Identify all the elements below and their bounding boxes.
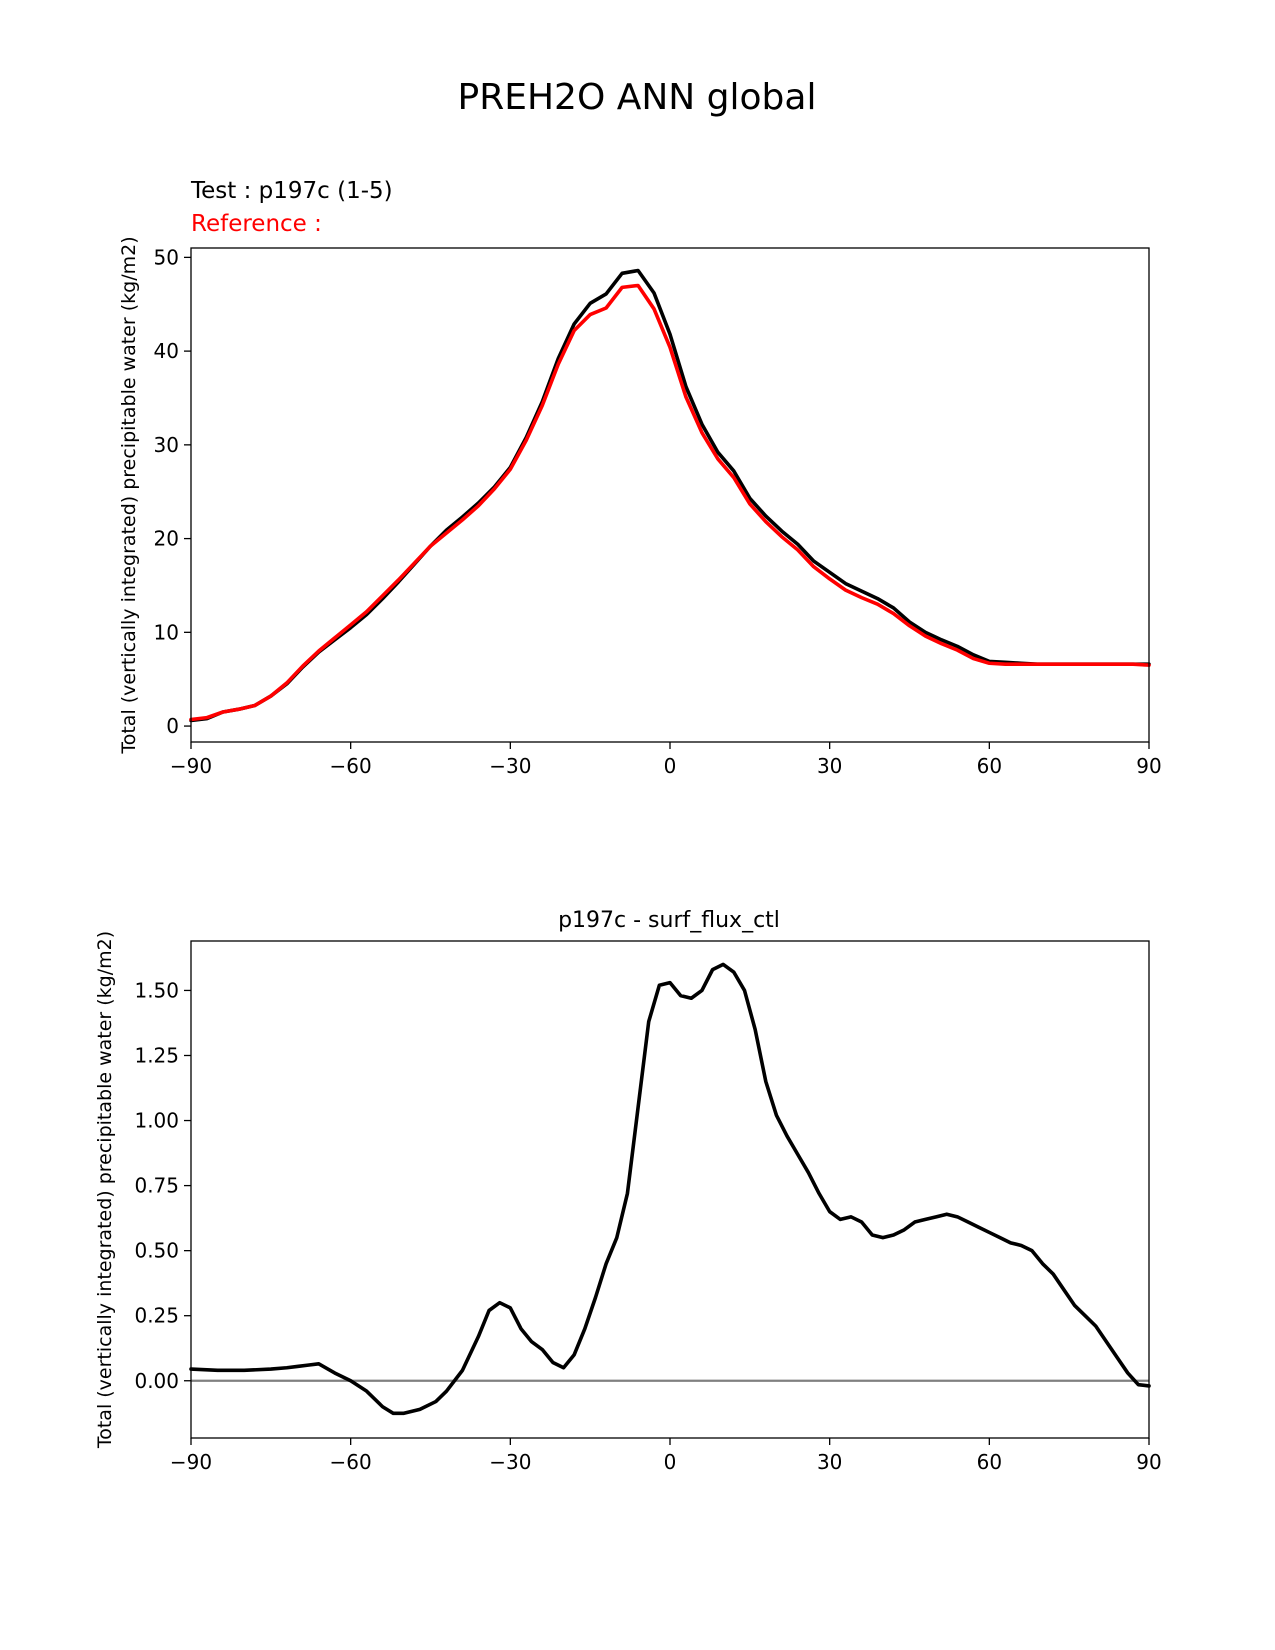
x-tick-label: 90 bbox=[1136, 1450, 1161, 1474]
y-tick-label: 1.25 bbox=[134, 1043, 179, 1067]
y-tick-label: 1.50 bbox=[134, 978, 179, 1002]
y-tick-label: 40 bbox=[154, 339, 179, 363]
x-tick-label: −60 bbox=[330, 754, 372, 778]
top-panel: Test : p197c (1-5) Reference : −90 −60 −30… bbox=[118, 178, 1162, 778]
x-tick-label: 60 bbox=[977, 754, 1002, 778]
y-tick-label: 1.00 bbox=[134, 1109, 179, 1133]
y-tick-label: 20 bbox=[154, 527, 179, 551]
x-tick-label: −90 bbox=[170, 1450, 212, 1474]
y-tick-label: 0.00 bbox=[134, 1369, 179, 1393]
x-tick-label: 30 bbox=[817, 754, 842, 778]
reference-label: Reference : bbox=[191, 211, 322, 237]
y-tick-label: 30 bbox=[154, 433, 179, 457]
x-tick-label: 90 bbox=[1136, 754, 1161, 778]
y-tick-label: 0.75 bbox=[134, 1174, 179, 1198]
x-tick-label: 0 bbox=[664, 754, 677, 778]
x-tick-label: −30 bbox=[489, 1450, 531, 1474]
test-label: Test : p197c (1-5) bbox=[190, 178, 393, 204]
y-tick-label: 0.25 bbox=[134, 1304, 179, 1328]
reference-series-line bbox=[191, 286, 1149, 720]
x-tick-label: −30 bbox=[489, 754, 531, 778]
y-tick-label: 0 bbox=[166, 714, 179, 738]
x-tick-label: 0 bbox=[664, 1450, 677, 1474]
x-tick-label: −90 bbox=[170, 754, 212, 778]
x-tick-label: 60 bbox=[977, 1450, 1002, 1474]
y-tick-label: 0.50 bbox=[134, 1239, 179, 1263]
bottom-panel-title: p197c - surf_flux_ctl bbox=[558, 908, 780, 933]
plot-frame bbox=[191, 941, 1149, 1438]
y-tick-label: 50 bbox=[154, 245, 179, 269]
x-tick-label: −60 bbox=[330, 1450, 372, 1474]
y-axis-label: Total (vertically integrated) precipitab… bbox=[94, 931, 116, 1449]
bottom-panel: p197c - surf_flux_ctl −90 −60 −30 0 30 60 90 0.… bbox=[94, 908, 1162, 1474]
x-tick-label: 30 bbox=[817, 1450, 842, 1474]
figure-title: PREH2O ANN global bbox=[458, 77, 817, 118]
y-axis-label: Total (vertically integrated) precipitab… bbox=[118, 236, 140, 754]
figure: PREH2O ANN global Test : p197c (1-5) Ref… bbox=[0, 0, 1275, 1650]
test-series-line bbox=[191, 271, 1149, 721]
y-tick-label: 10 bbox=[154, 620, 179, 644]
plot-frame bbox=[191, 248, 1149, 742]
difference-series-line bbox=[191, 964, 1149, 1413]
